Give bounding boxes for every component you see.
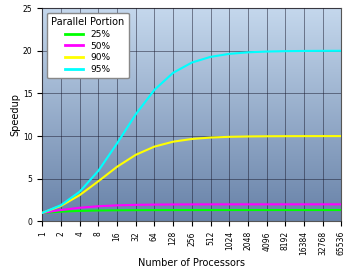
95%: [321, 49, 325, 52]
Line: 50%: 50%: [42, 204, 341, 213]
95%: [208, 55, 213, 59]
50%: [339, 203, 344, 206]
95%: [190, 61, 194, 64]
90%: [321, 134, 325, 138]
25%: [190, 208, 194, 212]
95%: [339, 49, 344, 52]
50%: [59, 208, 63, 212]
90%: [134, 153, 138, 156]
90%: [339, 134, 344, 138]
X-axis label: Number of Processors: Number of Processors: [138, 258, 245, 268]
90%: [96, 180, 100, 183]
25%: [59, 210, 63, 213]
50%: [40, 211, 44, 214]
25%: [134, 208, 138, 212]
90%: [77, 194, 82, 197]
95%: [171, 71, 175, 75]
90%: [227, 135, 231, 139]
Y-axis label: Speedup: Speedup: [10, 93, 20, 136]
25%: [152, 208, 157, 212]
50%: [265, 203, 269, 206]
50%: [302, 203, 306, 206]
95%: [59, 204, 63, 207]
25%: [77, 209, 82, 212]
50%: [227, 203, 231, 206]
95%: [265, 50, 269, 53]
90%: [283, 134, 288, 138]
Legend: 25%, 50%, 90%, 95%: 25%, 50%, 90%, 95%: [47, 13, 129, 79]
25%: [171, 208, 175, 212]
90%: [171, 140, 175, 143]
90%: [190, 137, 194, 141]
25%: [246, 208, 250, 212]
95%: [96, 169, 100, 173]
25%: [115, 209, 119, 212]
25%: [339, 208, 344, 212]
95%: [152, 88, 157, 92]
95%: [115, 142, 119, 145]
Line: 90%: 90%: [42, 136, 341, 213]
50%: [152, 203, 157, 206]
25%: [227, 208, 231, 212]
25%: [321, 208, 325, 212]
50%: [77, 206, 82, 209]
Line: 95%: 95%: [42, 51, 341, 213]
50%: [171, 203, 175, 206]
90%: [246, 135, 250, 138]
90%: [152, 145, 157, 148]
90%: [59, 204, 63, 208]
50%: [134, 203, 138, 207]
50%: [115, 204, 119, 207]
95%: [246, 51, 250, 54]
25%: [283, 208, 288, 212]
95%: [134, 113, 138, 116]
90%: [208, 136, 213, 139]
25%: [265, 208, 269, 212]
50%: [321, 203, 325, 206]
25%: [96, 209, 100, 212]
90%: [265, 135, 269, 138]
50%: [283, 203, 288, 206]
25%: [40, 211, 44, 214]
95%: [302, 49, 306, 53]
90%: [40, 211, 44, 214]
Line: 25%: 25%: [42, 210, 341, 213]
50%: [96, 205, 100, 208]
95%: [227, 52, 231, 56]
50%: [246, 203, 250, 206]
50%: [190, 203, 194, 206]
50%: [208, 203, 213, 206]
95%: [283, 49, 288, 53]
90%: [302, 134, 306, 138]
25%: [208, 208, 213, 212]
95%: [77, 190, 82, 193]
90%: [115, 165, 119, 168]
25%: [302, 208, 306, 212]
95%: [40, 211, 44, 214]
